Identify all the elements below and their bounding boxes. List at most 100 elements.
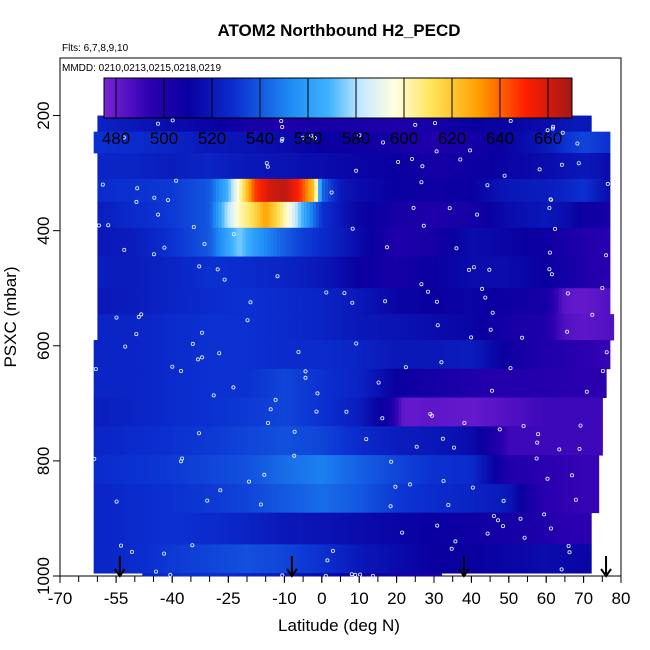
heat-cell <box>112 397 117 427</box>
heat-cell <box>458 455 463 485</box>
heat-cell <box>524 152 529 180</box>
heat-cell <box>281 314 285 341</box>
heat-cell <box>402 340 407 370</box>
heat-cell <box>197 340 201 370</box>
heat-cell <box>405 340 410 370</box>
heat-cell <box>371 340 376 370</box>
heat-cell <box>247 131 251 154</box>
heat-cell <box>324 483 329 514</box>
heat-cell <box>524 368 529 398</box>
heat-cell <box>122 314 127 341</box>
heat-cell <box>515 544 519 574</box>
heat-cell <box>606 201 611 229</box>
sample-point <box>170 118 175 123</box>
heat-cell <box>187 573 192 577</box>
heat-cell <box>521 397 525 427</box>
heat-cell <box>552 256 557 289</box>
heat-cell <box>293 573 298 577</box>
heat-cell <box>527 115 532 133</box>
heat-cell <box>434 115 438 133</box>
heat-cell <box>524 483 529 514</box>
sample-point <box>388 504 393 509</box>
heat-cell <box>412 314 416 341</box>
heat-cell <box>424 256 429 289</box>
heat-cell <box>393 368 398 398</box>
heat-cell <box>212 397 217 427</box>
heat-cell <box>187 115 192 133</box>
heat-cell <box>374 340 379 370</box>
heat-cell <box>147 512 151 545</box>
heat-cell <box>197 368 201 398</box>
heat-cell <box>530 131 535 154</box>
heat-cell <box>390 544 395 574</box>
heat-cell <box>533 483 538 514</box>
heat-cell <box>116 256 120 289</box>
heat-cell <box>589 426 594 456</box>
heat-cell <box>106 288 111 315</box>
heat-cell <box>505 455 510 485</box>
heat-cell <box>184 397 189 427</box>
heat-cell <box>530 227 535 257</box>
heat-cell <box>552 152 557 180</box>
heat-cell <box>144 115 148 133</box>
heat-cell <box>175 178 180 203</box>
heat-cell <box>240 455 245 485</box>
heat-cell <box>596 152 601 180</box>
heat-cell <box>231 368 236 398</box>
heat-cell <box>172 131 176 154</box>
heat-cell <box>356 152 360 180</box>
heat-cell <box>577 426 582 456</box>
heat-cell <box>596 426 600 456</box>
heat-cell <box>465 152 469 180</box>
sample-point <box>447 206 452 211</box>
heat-cell <box>144 152 148 180</box>
heat-cell <box>312 201 317 229</box>
heat-cell <box>153 178 158 203</box>
heat-cell <box>99 368 104 398</box>
heat-cell <box>156 544 161 574</box>
heat-cell <box>128 201 133 229</box>
heat-cell <box>147 288 151 315</box>
sample-point <box>590 312 595 317</box>
heat-cell <box>122 201 127 229</box>
heat-cell <box>533 178 538 203</box>
heat-cell <box>527 544 532 574</box>
heat-cell <box>222 340 226 370</box>
heat-cell <box>243 152 248 180</box>
heat-cell <box>331 340 335 370</box>
heat-cell <box>515 397 519 427</box>
heat-cell <box>425 397 429 427</box>
sample-point <box>292 453 297 458</box>
heat-cell <box>502 455 507 485</box>
heat-cell <box>187 227 192 257</box>
heat-cell <box>109 512 114 545</box>
heat-cell <box>412 455 416 485</box>
heat-cell <box>402 512 407 545</box>
heat-cell <box>284 115 289 133</box>
sample-point <box>202 241 207 246</box>
heat-cell <box>396 201 401 229</box>
heat-cell <box>505 256 510 289</box>
heat-cell <box>318 115 323 133</box>
heat-cell <box>259 512 264 545</box>
heat-cell <box>596 368 601 398</box>
heat-cell <box>546 368 550 398</box>
heat-cell <box>371 201 376 229</box>
heat-cell <box>187 512 192 545</box>
heat-cell <box>524 340 529 370</box>
heat-cell <box>97 314 102 341</box>
heat-cell <box>290 455 295 485</box>
heat-cell <box>250 573 254 577</box>
heat-cell <box>225 131 229 154</box>
heat-cell <box>225 512 229 545</box>
heat-cell <box>496 178 501 203</box>
heat-cell <box>515 256 519 289</box>
heat-cell <box>368 368 373 398</box>
heat-cell <box>331 483 335 514</box>
heat-cell <box>518 455 522 485</box>
heat-cell <box>144 227 148 257</box>
heat-cell <box>586 131 591 154</box>
heat-cell <box>603 340 608 370</box>
heat-cell <box>242 227 247 257</box>
heat-cell <box>596 227 601 257</box>
